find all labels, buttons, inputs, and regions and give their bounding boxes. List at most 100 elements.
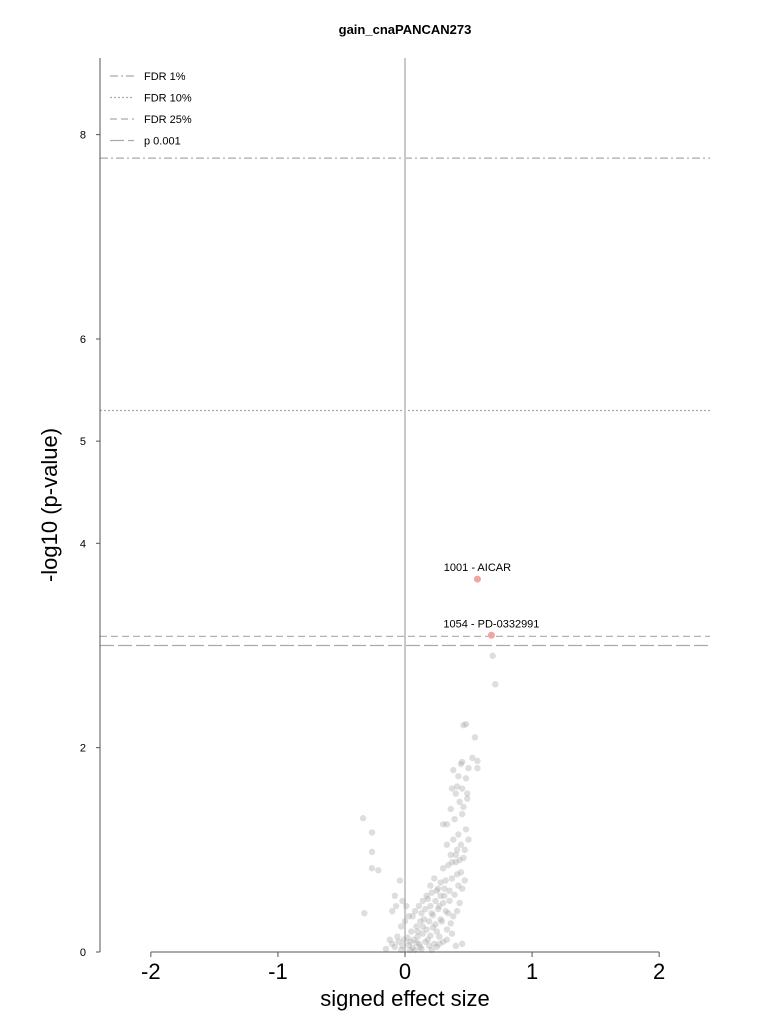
- data-point: [458, 810, 466, 818]
- data-point: [474, 764, 481, 772]
- highlight-label: 1001 - AICAR: [444, 562, 511, 574]
- y-axis-label: -log10 (p-value): [37, 428, 62, 582]
- data-point: [436, 933, 443, 940]
- data-point: [427, 882, 434, 889]
- data-point: [453, 783, 461, 790]
- data-point: [439, 865, 447, 872]
- data-point: [453, 871, 461, 878]
- data-point: [392, 902, 400, 910]
- data-point: [434, 905, 442, 913]
- y-tick-label: 2: [80, 743, 86, 755]
- data-point: [427, 932, 434, 939]
- data-point: [437, 916, 444, 923]
- data-point: [423, 892, 430, 900]
- data-point: [471, 734, 479, 741]
- data-point: [433, 943, 440, 951]
- data-point: [419, 930, 426, 937]
- x-axis-label: signed effect size: [320, 986, 490, 1011]
- data-point: [391, 892, 399, 900]
- highlighted-point: [487, 631, 495, 639]
- data-point: [413, 939, 420, 947]
- data-point: [460, 854, 467, 862]
- data-point: [419, 923, 426, 930]
- data-point: [436, 940, 443, 948]
- data-point: [461, 877, 468, 884]
- highlighted-point: [473, 575, 481, 583]
- data-point: [429, 924, 437, 931]
- data-point: [410, 936, 418, 943]
- data-point: [422, 905, 429, 913]
- data-point: [439, 938, 447, 945]
- x-tick-label: 1: [526, 959, 538, 984]
- y-tick-label: 8: [80, 130, 86, 142]
- data-points: [359, 652, 499, 954]
- data-point: [422, 938, 429, 945]
- data-point: [447, 920, 454, 927]
- y-tick-label: 0: [80, 947, 86, 959]
- x-tick-label: 2: [653, 959, 665, 984]
- data-point: [418, 909, 425, 917]
- highlight-label: 1054 - PD-0332991: [443, 618, 539, 630]
- data-point: [436, 902, 443, 910]
- data-point: [395, 938, 402, 945]
- data-point: [460, 803, 467, 811]
- data-point: [455, 882, 462, 889]
- data-point: [492, 681, 499, 688]
- data-point: [462, 775, 470, 782]
- data-point: [447, 805, 454, 813]
- data-point: [368, 829, 376, 836]
- data-point: [403, 902, 410, 910]
- data-point: [408, 928, 415, 935]
- data-point: [460, 721, 467, 729]
- data-point: [425, 918, 433, 925]
- data-point: [458, 940, 466, 948]
- data-point: [450, 836, 457, 843]
- data-point: [445, 909, 452, 917]
- data-point: [461, 846, 468, 854]
- x-tick-label: -1: [268, 959, 288, 984]
- data-point: [415, 940, 423, 948]
- data-point: [448, 858, 456, 866]
- data-point: [456, 899, 463, 907]
- data-point: [429, 912, 437, 919]
- legend-label: FDR 25%: [144, 114, 192, 126]
- data-point: [425, 942, 433, 950]
- data-point: [423, 926, 430, 933]
- data-point: [389, 907, 396, 915]
- data-point: [462, 720, 470, 728]
- data-point: [419, 897, 426, 905]
- data-point: [453, 907, 461, 915]
- data-point: [443, 841, 451, 848]
- data-point: [438, 918, 446, 925]
- x-tick-label: -2: [141, 959, 161, 984]
- data-point: [431, 940, 438, 948]
- data-point: [446, 897, 453, 905]
- data-point: [405, 941, 413, 949]
- data-point: [458, 785, 466, 792]
- data-point: [424, 895, 432, 903]
- data-point: [451, 891, 458, 898]
- data-point: [458, 885, 466, 892]
- data-point: [368, 848, 376, 856]
- data-point: [375, 867, 382, 874]
- y-tick-label: 6: [80, 334, 86, 346]
- data-point: [447, 851, 454, 859]
- data-point: [389, 940, 396, 948]
- legend-label: FDR 1%: [144, 71, 186, 83]
- data-point: [474, 757, 481, 765]
- data-point: [401, 918, 409, 925]
- data-point: [420, 916, 428, 923]
- data-point: [443, 936, 451, 943]
- data-point: [433, 887, 440, 894]
- data-point: [441, 885, 448, 892]
- data-point: [469, 754, 476, 762]
- data-point: [409, 944, 416, 952]
- data-point: [457, 760, 465, 768]
- data-point: [465, 764, 472, 772]
- data-point: [452, 790, 460, 797]
- data-point: [455, 831, 462, 838]
- data-point: [456, 798, 463, 806]
- data-point: [432, 921, 439, 928]
- data-point: [397, 923, 405, 930]
